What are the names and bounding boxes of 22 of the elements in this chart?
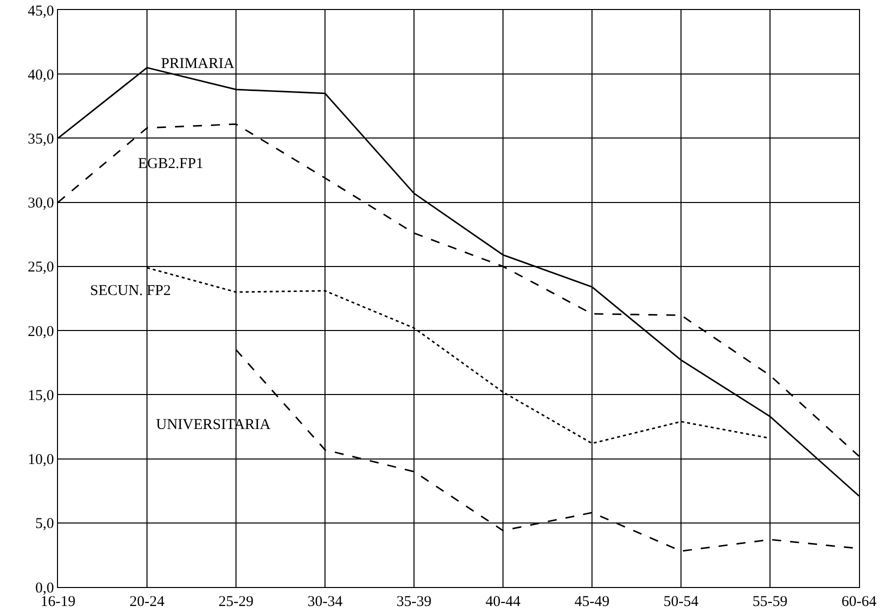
y-tick-label: 40,0 [28,67,54,84]
y-tick-label: 20,0 [28,324,54,340]
annotation: SECUN. FP2 [90,283,171,299]
x-tick-label: 50-54 [664,594,699,610]
x-tick-label: 35-39 [396,594,432,610]
y-tick-label: 5,0 [35,516,54,532]
y-tick-label: 45,0 [28,3,54,20]
x-tick-label: 60-64 [842,594,877,610]
x-tick-label: 20-24 [130,594,165,610]
y-tick-label: 0,0 [35,580,54,596]
y-tick-label: 10,0 [28,452,54,468]
y-tick-label: 15,0 [28,388,54,404]
x-tick-label: 40-44 [486,594,521,610]
y-tick-label: 35,0 [28,131,54,148]
x-tick-label: 30-34 [308,594,343,610]
x-tick-label: 16-19 [40,594,76,610]
x-tick-label: 55-59 [752,594,788,610]
y-tick-label: 25,0 [28,260,54,276]
x-tick-label: 25-29 [218,594,254,610]
annotation: PRIMARIA [161,56,235,72]
y-tick-label: 30,0 [28,196,54,212]
x-tick-label: 45-49 [574,594,610,610]
